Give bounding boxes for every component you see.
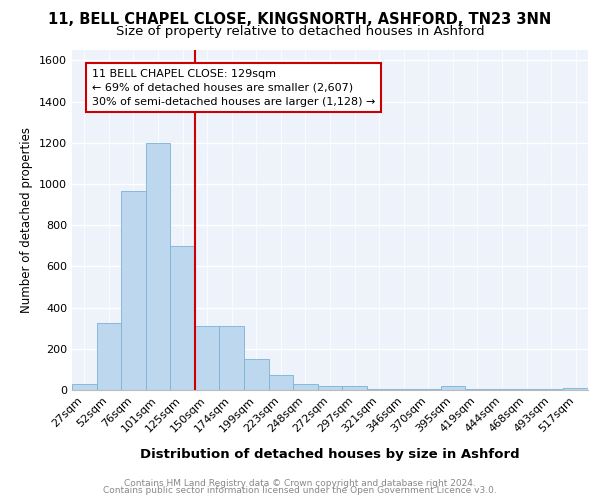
- Bar: [367, 389, 391, 390]
- Bar: [293, 384, 318, 390]
- Text: Size of property relative to detached houses in Ashford: Size of property relative to detached ho…: [116, 25, 484, 38]
- Bar: [269, 374, 293, 390]
- Bar: [391, 389, 416, 390]
- Bar: [563, 388, 588, 390]
- Bar: [220, 326, 244, 390]
- Bar: [121, 191, 146, 390]
- Bar: [539, 389, 563, 390]
- Text: Contains public sector information licensed under the Open Government Licence v3: Contains public sector information licen…: [103, 486, 497, 495]
- Bar: [146, 142, 170, 390]
- Text: 11, BELL CHAPEL CLOSE, KINGSNORTH, ASHFORD, TN23 3NN: 11, BELL CHAPEL CLOSE, KINGSNORTH, ASHFO…: [49, 12, 551, 28]
- Bar: [416, 389, 440, 390]
- Bar: [318, 386, 342, 390]
- Bar: [97, 323, 121, 390]
- Bar: [342, 386, 367, 390]
- Bar: [244, 359, 269, 390]
- Bar: [440, 386, 465, 390]
- Bar: [465, 389, 490, 390]
- Bar: [195, 326, 220, 390]
- Text: Contains HM Land Registry data © Crown copyright and database right 2024.: Contains HM Land Registry data © Crown c…: [124, 478, 476, 488]
- Y-axis label: Number of detached properties: Number of detached properties: [20, 127, 34, 313]
- Bar: [72, 384, 97, 390]
- Bar: [170, 246, 195, 390]
- Bar: [514, 389, 539, 390]
- Text: 11 BELL CHAPEL CLOSE: 129sqm
← 69% of detached houses are smaller (2,607)
30% of: 11 BELL CHAPEL CLOSE: 129sqm ← 69% of de…: [92, 68, 375, 106]
- X-axis label: Distribution of detached houses by size in Ashford: Distribution of detached houses by size …: [140, 448, 520, 460]
- Bar: [490, 389, 514, 390]
